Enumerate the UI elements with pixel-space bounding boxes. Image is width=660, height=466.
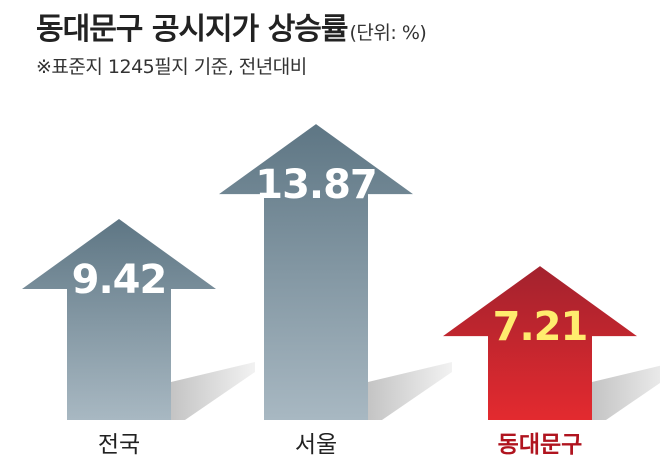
value-label-3: 7.21: [493, 304, 588, 350]
arrow-bar-1: [22, 219, 216, 420]
arrow-shadow: [171, 362, 255, 420]
arrow-bar-3: [443, 266, 637, 420]
value-label-1: 9.42: [72, 257, 167, 303]
chart-note: ※표준지 1245필지 기준, 전년대비: [36, 56, 307, 78]
category-label-1: 전국: [98, 432, 140, 458]
chart-title-row: 동대문구 공시지가 상승률 (단위: %): [36, 4, 427, 48]
category-label-2: 서울: [295, 432, 337, 458]
unit-label: (단위: %): [349, 22, 427, 44]
arrow-shadow: [368, 362, 452, 420]
arrow-bar-2: [219, 124, 413, 421]
value-label-2: 13.87: [255, 162, 377, 208]
arrow-shadow: [592, 365, 660, 420]
category-label-3: 동대문구: [498, 432, 583, 458]
chart-title: 동대문구 공시지가 상승률: [36, 12, 348, 47]
